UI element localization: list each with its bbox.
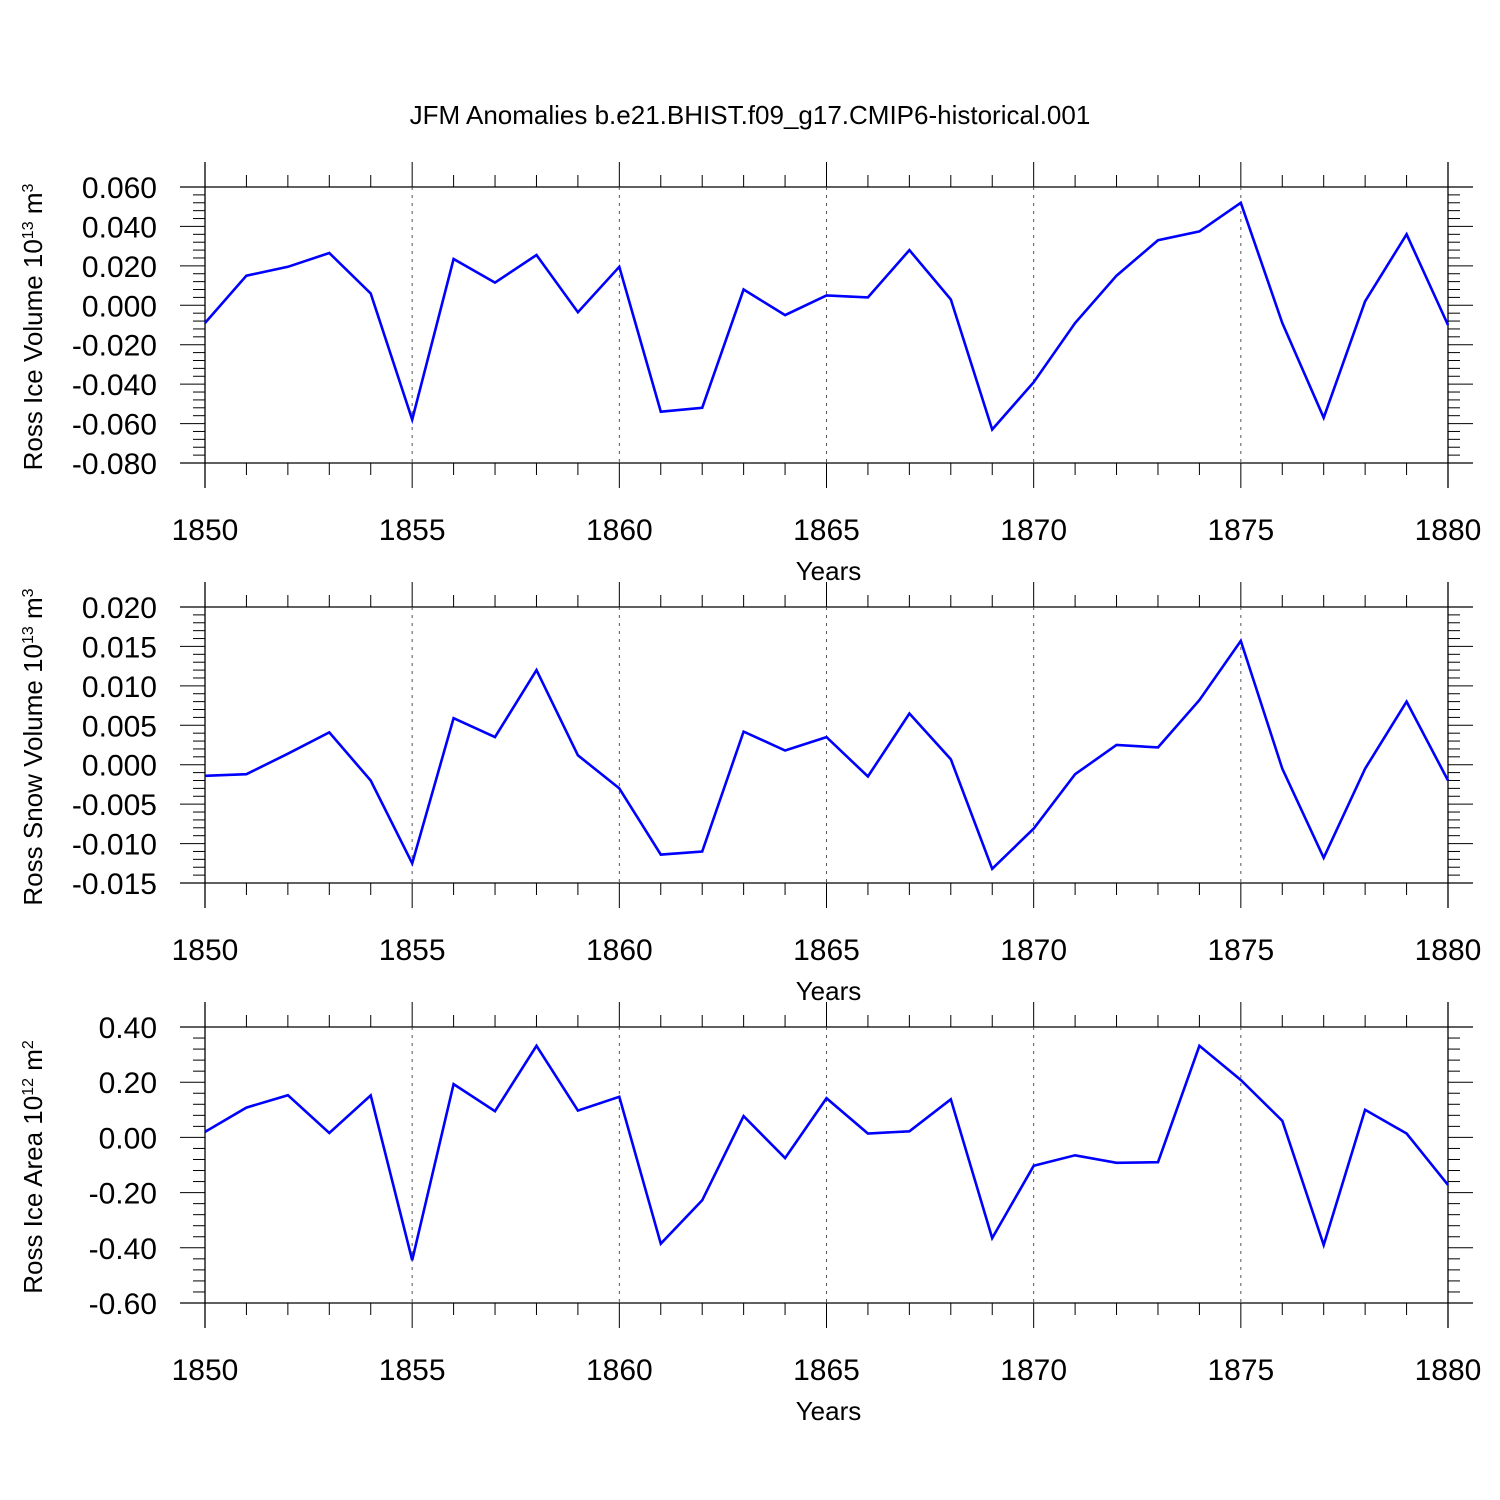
x-tick-label: 1860 xyxy=(586,514,653,547)
series-line xyxy=(204,638,1450,872)
x-tick-label: 1870 xyxy=(1000,514,1067,547)
y-tick-label: 0.040 xyxy=(82,211,157,244)
y-tick-label: -0.040 xyxy=(72,369,157,402)
y-tick-label: 0.20 xyxy=(99,1067,157,1100)
y-tick-label: -0.060 xyxy=(72,409,157,442)
y-tick-label: 0.40 xyxy=(99,1012,157,1045)
x-tick-label: 1875 xyxy=(1207,1354,1274,1387)
x-axis-title: Years xyxy=(796,1396,862,1426)
y-axis-title: Ross Snow Volume 1013 m3 xyxy=(18,588,48,905)
y-tick-label: -0.20 xyxy=(89,1178,157,1211)
y-tick-label: -0.005 xyxy=(72,789,157,822)
y-axis-title: Ross Ice Area 1012 m2 xyxy=(18,1040,48,1294)
y-axis-title: Ross Ice Volume 1013 m3 xyxy=(18,183,48,470)
y-tick-label: -0.080 xyxy=(72,448,157,481)
x-tick-label: 1865 xyxy=(793,514,860,547)
y-tick-label: -0.010 xyxy=(72,829,157,862)
y-tick-label: -0.40 xyxy=(89,1233,157,1266)
x-tick-label: 1855 xyxy=(379,934,446,967)
x-tick-label: 1850 xyxy=(172,934,239,967)
x-tick-label: 1875 xyxy=(1207,514,1274,547)
x-tick-label: 1880 xyxy=(1415,934,1482,967)
x-tick-label: 1875 xyxy=(1207,934,1274,967)
y-tick-label: 0.015 xyxy=(82,631,157,664)
y-tick-label: 0.000 xyxy=(82,750,157,783)
y-tick-label: 0.020 xyxy=(82,592,157,625)
figure-title: JFM Anomalies b.e21.BHIST.f09_g17.CMIP6-… xyxy=(410,100,1091,130)
x-axis-title: Years xyxy=(796,556,862,586)
x-tick-label: 1880 xyxy=(1415,514,1482,547)
y-tick-label: 0.010 xyxy=(82,671,157,704)
x-axis-title: Years xyxy=(796,976,862,1006)
x-tick-label: 1850 xyxy=(172,1354,239,1387)
panel-snow-volume: 1850 1855 1860 1865 1870 1875 1880 0.020 0.015 0.… xyxy=(18,582,1481,1006)
panel-ice-area: 1850 1855 1860 1865 1870 1875 1880 0.40 0.20 0.00… xyxy=(18,1002,1481,1426)
x-tick-label: 1850 xyxy=(172,514,239,547)
x-tick-label: 1860 xyxy=(586,934,653,967)
y-tick-label: -0.015 xyxy=(72,868,157,901)
panel-ice-volume: 1850 1855 1860 1865 1870 1875 1880 0.060 0.040 0.… xyxy=(18,162,1481,586)
x-tick-label: 1870 xyxy=(1000,934,1067,967)
y-tick-label: 0.00 xyxy=(99,1122,157,1155)
y-tick-label: 0.005 xyxy=(82,710,157,743)
y-tick-label: 0.060 xyxy=(82,172,157,205)
x-tick-label: 1860 xyxy=(586,1354,653,1387)
x-tick-label: 1855 xyxy=(379,1354,446,1387)
x-tick-label: 1865 xyxy=(793,1354,860,1387)
y-tick-label: 0.020 xyxy=(82,251,157,284)
x-tick-label: 1855 xyxy=(379,514,446,547)
x-tick-label: 1870 xyxy=(1000,1354,1067,1387)
y-tick-label: -0.60 xyxy=(89,1288,157,1321)
y-tick-label: -0.020 xyxy=(72,330,157,363)
x-tick-label: 1865 xyxy=(793,934,860,967)
y-tick-label: 0.000 xyxy=(82,290,157,323)
x-tick-label: 1880 xyxy=(1415,1354,1482,1387)
